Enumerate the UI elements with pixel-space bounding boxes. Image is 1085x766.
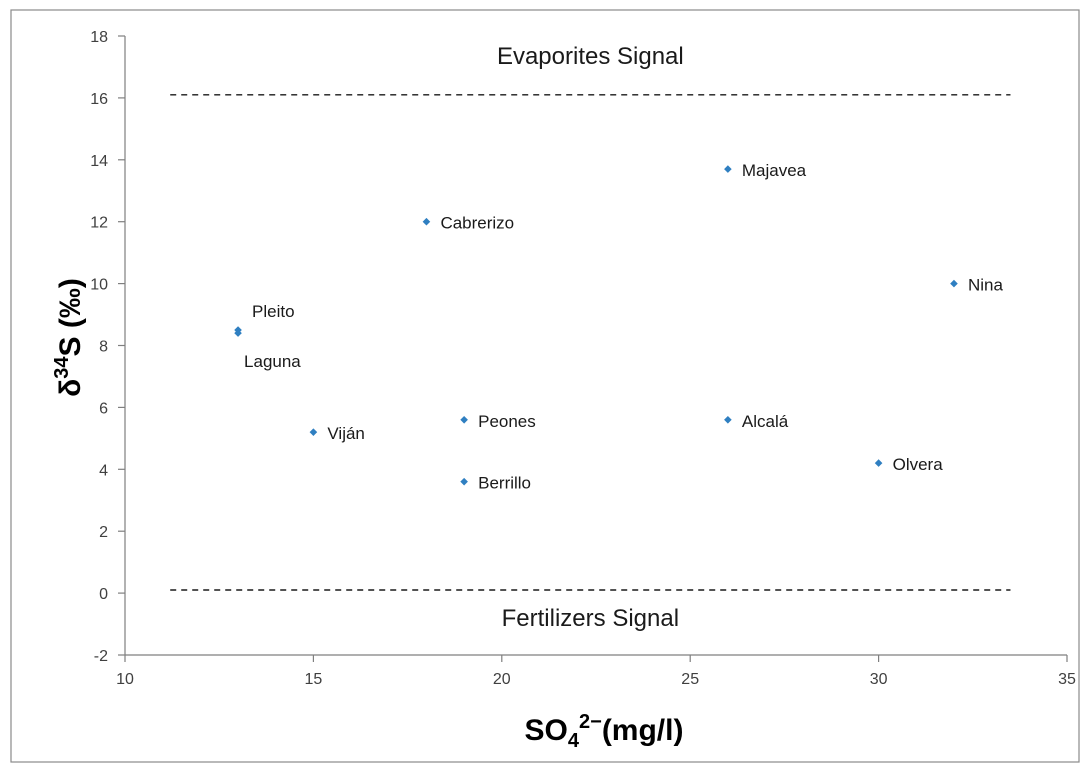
x-axis-ticks: 10 15 20 25 30 35 bbox=[116, 655, 1076, 688]
point-vijan bbox=[309, 428, 318, 436]
y-tick-label: -2 bbox=[94, 648, 108, 665]
point-label-majavea: Majavea bbox=[742, 161, 807, 180]
x-tick-label: 15 bbox=[305, 671, 323, 688]
reference-lines: Evaporites Signal Fertilizers Signal bbox=[170, 43, 1011, 632]
x-axis-title-unit: (mg/l) bbox=[602, 714, 684, 747]
point-cabrerizo bbox=[422, 217, 431, 226]
point-label-pleito: Pleito bbox=[252, 302, 295, 321]
point-label-alcala: Alcalá bbox=[742, 412, 789, 431]
data-points bbox=[234, 165, 958, 486]
x-axis-title: SO42−(mg/l) bbox=[525, 711, 684, 752]
y-tick-label: 4 bbox=[99, 462, 108, 479]
x-tick-label: 30 bbox=[870, 671, 888, 688]
point-majavea bbox=[724, 165, 732, 173]
axes bbox=[124, 36, 1067, 656]
y-axis-title: δ34S (‰) bbox=[51, 278, 87, 397]
point-alcala bbox=[724, 415, 732, 424]
y-tick-label: 14 bbox=[90, 153, 108, 170]
point-nina bbox=[950, 279, 958, 288]
fertilizers-signal-label: Fertilizers Signal bbox=[502, 605, 679, 632]
x-axis-title-subscript: 4 bbox=[568, 730, 580, 752]
point-olvera bbox=[874, 459, 883, 467]
y-axis-ticks: -2 0 2 4 6 8 10 12 14 16 18 bbox=[90, 29, 125, 665]
y-axis-title-delta: δ bbox=[54, 379, 87, 397]
point-laguna bbox=[234, 329, 242, 337]
y-tick-label: 8 bbox=[99, 339, 108, 356]
y-tick-label: 12 bbox=[90, 215, 108, 232]
x-tick-label: 35 bbox=[1058, 671, 1076, 688]
y-tick-label: 18 bbox=[90, 29, 108, 46]
point-berrillo bbox=[460, 477, 468, 486]
point-label-vijan: Viján bbox=[327, 424, 365, 443]
x-tick-label: 25 bbox=[681, 671, 699, 688]
point-peones bbox=[460, 415, 468, 424]
y-tick-label: 0 bbox=[99, 586, 108, 603]
point-label-peones: Peones bbox=[478, 412, 536, 431]
point-label-laguna: Laguna bbox=[244, 352, 301, 371]
point-label-nina: Nina bbox=[968, 276, 1004, 295]
y-tick-label: 2 bbox=[99, 524, 108, 541]
x-tick-label: 20 bbox=[493, 671, 511, 688]
y-axis-title-superscript: 34 bbox=[51, 356, 73, 379]
evaporites-signal-label: Evaporites Signal bbox=[497, 43, 684, 70]
x-axis-title-superscript: 2− bbox=[579, 711, 602, 733]
x-tick-label: 10 bbox=[116, 671, 134, 688]
y-tick-label: 10 bbox=[90, 277, 108, 294]
point-label-cabrerizo: Cabrerizo bbox=[440, 214, 514, 233]
x-axis-title-base: SO bbox=[525, 714, 568, 747]
y-tick-label: 16 bbox=[90, 91, 108, 108]
point-label-olvera: Olvera bbox=[893, 455, 944, 474]
y-axis-title-unit: S (‰) bbox=[54, 278, 87, 356]
data-point-labels: Pleito Laguna Cabrerizo Majavea Nina Viján Peo… bbox=[244, 161, 1003, 493]
chart-frame bbox=[10, 9, 1080, 763]
y-tick-label: 6 bbox=[99, 400, 108, 417]
point-label-berrillo: Berrillo bbox=[478, 474, 531, 493]
